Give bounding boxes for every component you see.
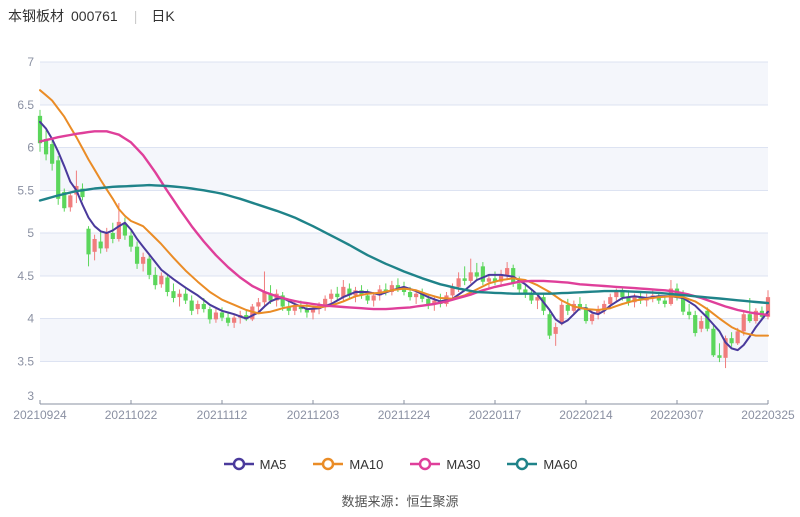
svg-text:20211224: 20211224: [378, 408, 431, 422]
header-separator: |: [133, 8, 138, 24]
svg-text:20211022: 20211022: [105, 408, 158, 422]
svg-text:5.5: 5.5: [17, 183, 34, 197]
y-axis-labels: 3 3.5 4 4.5 5 5.5 6 6.5 7: [17, 55, 34, 403]
ma5-legend-marker-icon: [223, 457, 254, 471]
ma30-legend-marker-icon: [410, 457, 441, 471]
legend-item-ma30[interactable]: MA30: [409, 456, 480, 472]
svg-text:20220325: 20220325: [741, 408, 795, 422]
svg-text:4.5: 4.5: [17, 269, 34, 283]
stock-name: 本钢板材: [8, 8, 64, 24]
legend-label: MA10: [349, 456, 384, 472]
ma10-legend-marker-icon: [313, 457, 344, 471]
svg-text:6: 6: [27, 141, 34, 155]
legend-label: MA30: [446, 456, 481, 472]
svg-text:20220307: 20220307: [650, 408, 704, 422]
ma10-line: [39, 89, 769, 337]
svg-text:6.5: 6.5: [17, 98, 34, 112]
svg-text:20220117: 20220117: [469, 408, 522, 422]
stock-code: 000761: [71, 8, 118, 24]
svg-text:3.5: 3.5: [17, 354, 34, 368]
ma60-line: [38, 183, 770, 305]
legend-label: MA5: [259, 456, 287, 472]
period-label: 日K: [151, 8, 175, 24]
svg-text:3: 3: [27, 389, 34, 403]
svg-text:20210924: 20210924: [13, 408, 67, 422]
ma30-line: [38, 130, 770, 317]
legend-label: MA60: [543, 456, 578, 472]
svg-text:20220214: 20220214: [559, 408, 613, 422]
svg-text:5: 5: [27, 226, 34, 240]
svg-text:4: 4: [27, 312, 34, 326]
chart-header: 本钢板材 000761 | 日K: [8, 6, 175, 26]
svg-text:20211203: 20211203: [287, 408, 340, 422]
legend-item-ma10[interactable]: MA10: [312, 456, 383, 472]
x-axis: 20210924 20211022 20211112 20211203 20211224…: [13, 400, 795, 422]
ma60-legend-marker-icon: [507, 457, 538, 471]
svg-text:7: 7: [27, 55, 34, 69]
data-source-note: 数据来源：恒生聚源: [341, 494, 459, 509]
legend-item-ma60[interactable]: MA60: [506, 456, 577, 472]
chart-legend: MA5 MA10 MA30 MA60: [0, 456, 800, 472]
legend-item-ma5[interactable]: MA5: [223, 456, 287, 472]
candlestick-chart-canvas: 3 3.5 4 4.5 5 5.5 6 6.5 7 20210924 20211022 2021111…: [13, 55, 795, 422]
svg-text:20211112: 20211112: [197, 408, 248, 422]
